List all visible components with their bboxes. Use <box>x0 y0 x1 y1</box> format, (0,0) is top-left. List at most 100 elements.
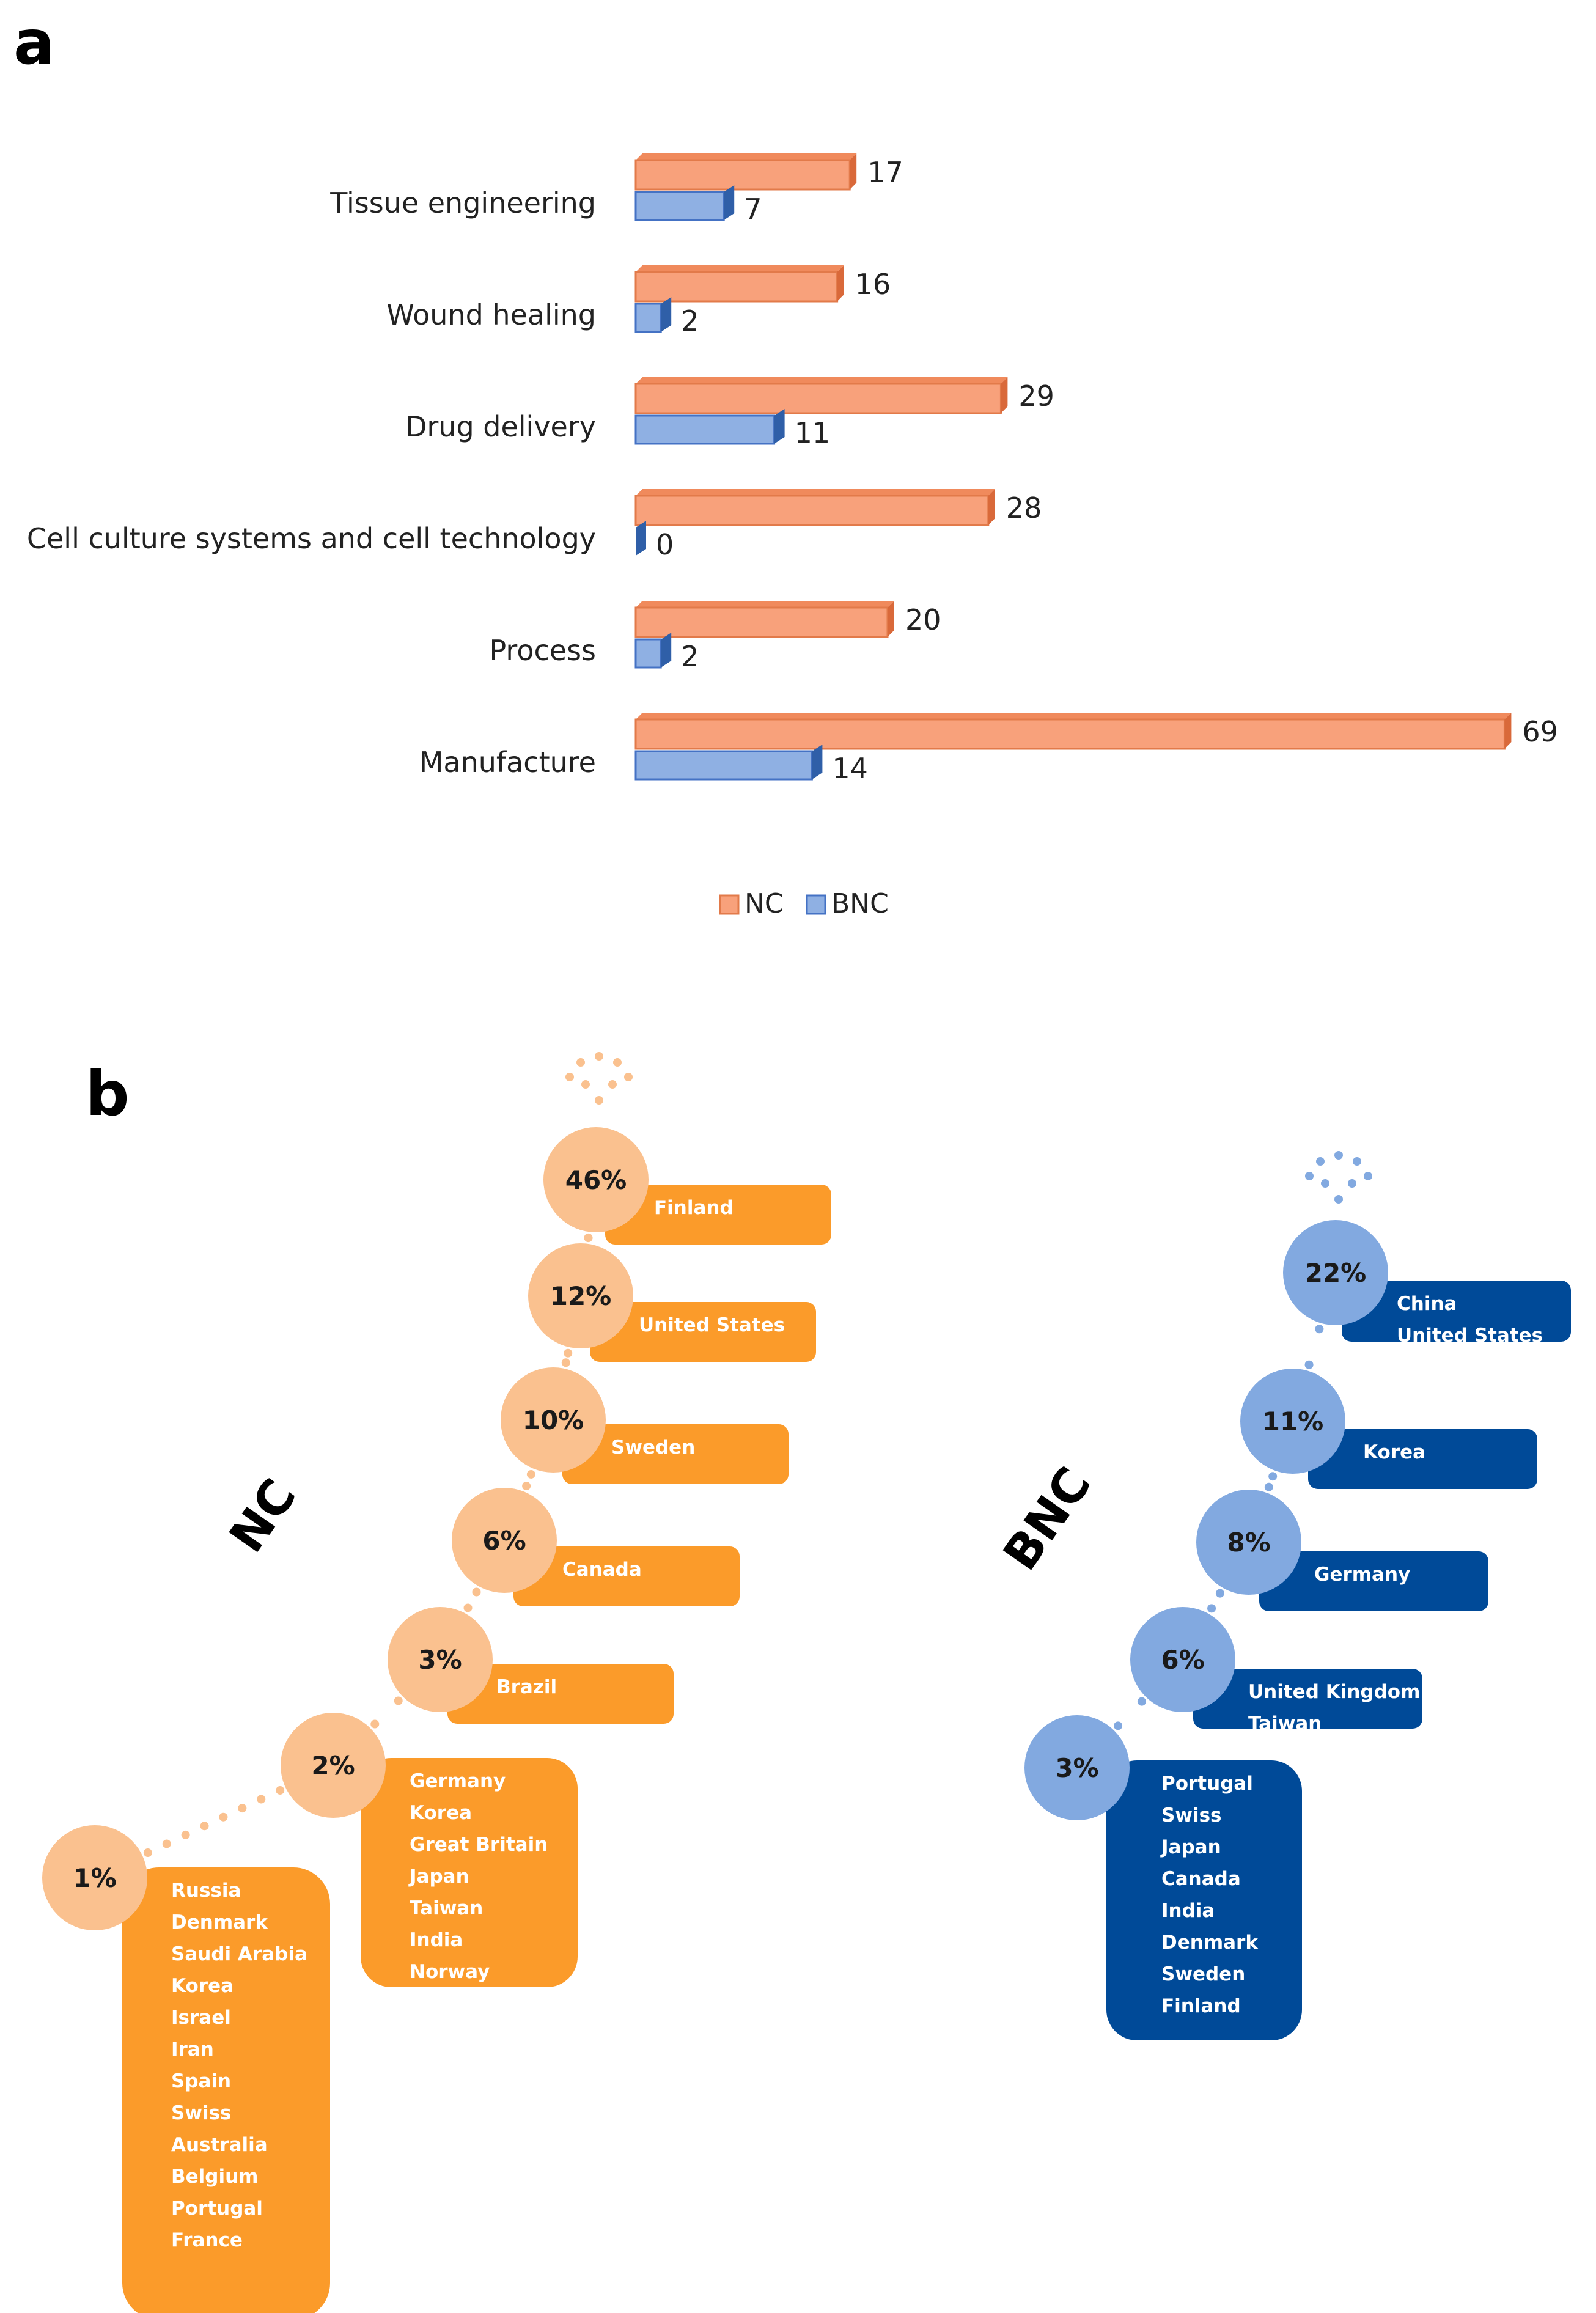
connector-dot-bnc <box>1268 1472 1278 1481</box>
connector-dot-nc <box>394 1696 403 1705</box>
percent-label-bnc-8: 8% <box>1227 1528 1270 1557</box>
connector-dot-bnc <box>1215 1589 1224 1598</box>
staircase-bnc: BNC China United States Korea Germany United … <box>993 1151 1571 2040</box>
country-box-bnc-6 <box>1193 1669 1422 1729</box>
country-label-nc-taiwan: Taiwan <box>410 1897 483 1919</box>
country-label-nc-korea: Korea <box>171 1975 234 1997</box>
legend-label-nc: NC <box>745 888 784 919</box>
connector-dot-bnc <box>1304 1360 1314 1369</box>
percent-label-nc-2: 2% <box>311 1751 355 1781</box>
country-box-nc-46 <box>605 1185 831 1245</box>
percent-circle-nc-46 <box>543 1127 649 1232</box>
connector-dot-nc <box>276 1785 285 1795</box>
percent-circle-nc-12 <box>528 1243 633 1348</box>
bar-side-nc-drug-delivery <box>1001 377 1008 413</box>
category-label-tissue-engineering: Tissue engineering <box>329 186 596 219</box>
percent-circle-nc-10 <box>501 1367 606 1473</box>
value-label-bnc-tissue-engineering: 7 <box>744 193 762 226</box>
country-label-nc-russia: Russia <box>171 1880 241 1902</box>
country-label-nc-brazil: Brazil <box>496 1676 557 1698</box>
country-label-nc-korea: Korea <box>410 1802 472 1824</box>
country-label-bnc-united-states: United States <box>1397 1325 1543 1347</box>
bar-top-nc-drug-delivery <box>636 377 1008 384</box>
percent-circle-bnc-8 <box>1196 1490 1301 1595</box>
value-label-bnc-drug-delivery: 11 <box>795 416 831 449</box>
country-label-bnc-canada: Canada <box>1161 1868 1241 1890</box>
connector-dot-nc <box>564 1348 573 1358</box>
bar-side-nc-process <box>888 601 894 637</box>
connector-dot-nc <box>472 1587 481 1597</box>
connector-dot-nc <box>561 1358 570 1367</box>
bar-side-nc-tissue-engineering <box>850 153 857 189</box>
percent-label-nc-12: 12% <box>550 1281 612 1311</box>
country-box-bnc-22 <box>1342 1281 1571 1342</box>
bar-bnc-tissue-engineering <box>634 191 725 221</box>
connector-dot-nc <box>257 1795 266 1804</box>
connector-dot-bnc <box>1137 1697 1146 1706</box>
category-label-process: Process <box>490 634 597 667</box>
country-label-bnc-portugal: Portugal <box>1161 1773 1253 1795</box>
connector-dot-bnc <box>1315 1325 1324 1334</box>
percent-label-bnc-11: 11% <box>1262 1407 1324 1436</box>
country-label-bnc-japan: Japan <box>1160 1836 1221 1858</box>
percent-circle-nc-3 <box>388 1607 493 1712</box>
connector-dot-bnc <box>1114 1721 1123 1730</box>
legend-label-bnc: BNC <box>831 888 889 919</box>
sparkle-dot-bnc <box>1334 1151 1343 1160</box>
country-label-nc-belgium: Belgium <box>171 2166 258 2188</box>
country-box-bnc-8 <box>1259 1551 1488 1611</box>
value-label-bnc-process: 2 <box>681 640 699 673</box>
country-box-nc-2 <box>361 1758 578 1987</box>
bar-side-nc-cell-culture-systems-and-cell-technology <box>988 489 995 525</box>
country-label-nc-spain: Spain <box>171 2070 231 2092</box>
bar-side-bnc-cell-culture-systems-and-cell-technology <box>636 521 646 556</box>
country-label-bnc-china: China <box>1397 1293 1457 1315</box>
bar-top-nc-tissue-engineering <box>636 153 857 160</box>
sparkle-dot-bnc <box>1353 1157 1361 1166</box>
country-label-bnc-germany: Germany <box>1314 1564 1410 1586</box>
percent-label-nc-10: 10% <box>523 1405 584 1435</box>
value-label-bnc-manufacture: 14 <box>832 752 868 785</box>
country-label-bnc-sweden: Sweden <box>1161 1963 1245 1985</box>
country-label-nc-norway: Norway <box>410 1961 490 1983</box>
connector-dot-nc <box>463 1603 473 1612</box>
connector-dot-nc <box>238 1804 247 1813</box>
percent-circle-bnc-3 <box>1024 1715 1130 1820</box>
country-label-bnc-finland: Finland <box>1161 1995 1241 2017</box>
bar-side-bnc-wound-healing <box>661 297 672 332</box>
bar-nc-wound-healing <box>634 271 839 303</box>
legend-swatch-nc <box>719 894 740 915</box>
bar-side-nc-wound-healing <box>837 265 844 301</box>
percent-label-nc-46: 46% <box>565 1165 627 1195</box>
percent-label-bnc-22: 22% <box>1305 1258 1367 1288</box>
country-label-bnc-united-kingdom: United Kingdom <box>1248 1681 1420 1703</box>
country-box-nc-12 <box>590 1302 816 1362</box>
category-label-manufacture: Manufacture <box>419 746 596 779</box>
country-label-nc-australia: Australia <box>171 2134 268 2156</box>
value-label-nc-tissue-engineering: 17 <box>867 156 903 189</box>
connector-dot-nc <box>584 1233 593 1242</box>
sparkle-dot-nc <box>565 1073 574 1081</box>
connector-dot-nc <box>200 1822 209 1831</box>
connector-dot-nc <box>143 1848 152 1858</box>
category-label-drug-delivery: Drug delivery <box>405 410 596 443</box>
panel-a-label: a <box>13 7 55 78</box>
bar-bnc-manufacture <box>634 750 813 781</box>
bar-top-nc-manufacture <box>636 713 1512 719</box>
country-box-nc-1 <box>122 1867 330 2313</box>
sparkle-dot-nc <box>613 1058 622 1067</box>
country-label-nc-portugal: Portugal <box>171 2197 263 2219</box>
bar-nc-drug-delivery <box>634 383 1002 414</box>
sparkle-dot-nc <box>581 1080 590 1089</box>
value-label-bnc-wound-healing: 2 <box>681 304 699 337</box>
sparkle-dot-nc <box>595 1052 603 1061</box>
sparkle-dot-nc <box>576 1058 585 1067</box>
sparkle-dot-nc <box>595 1096 603 1105</box>
category-label-cell-culture-systems-and-cell-technology: Cell culture systems and cell technology <box>27 522 596 555</box>
country-box-nc-3 <box>447 1664 674 1724</box>
sparkle-dot-nc <box>608 1080 617 1089</box>
bar-bnc-process <box>634 638 662 669</box>
percent-label-nc-6: 6% <box>482 1526 526 1556</box>
country-box-bnc-3 <box>1106 1760 1302 2040</box>
bar-chart: Tissue engineering 17 7 Wound healing 16 2 Dru… <box>27 153 1558 785</box>
